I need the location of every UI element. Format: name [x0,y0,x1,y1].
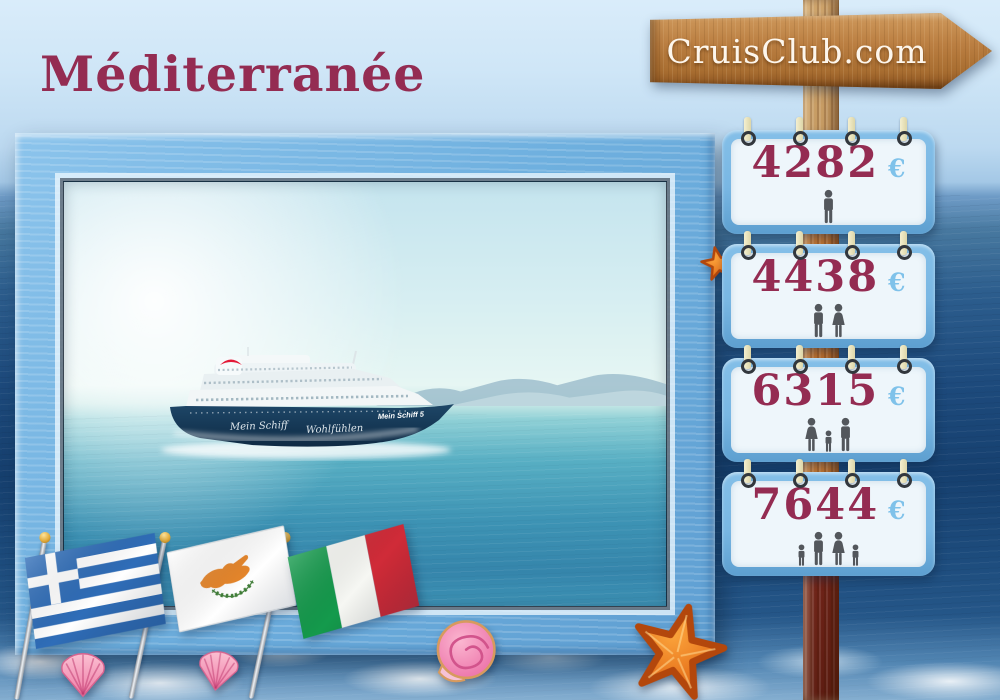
price-value: 6315 [751,366,880,416]
spiral-shell-icon [436,620,496,683]
brand-label: CruisClub.com [666,31,928,71]
ship-hull-script-left: Mein Schiff [229,420,290,433]
rope-hook [845,345,860,374]
rope-hook [845,117,860,146]
travelers-icons [820,186,837,224]
ship-bow-name: Mein Schiff 5 [378,410,425,421]
currency-label: € [888,496,906,525]
rope-hook [793,231,808,260]
rope-hook [741,231,756,260]
currency-label: € [888,268,906,297]
person-woman-icon [830,303,847,338]
starfish-icon [634,603,728,700]
price-tag-family-3[interactable]: 6315 € [722,345,935,462]
rope-hook [845,459,860,488]
page-title: Méditerranée [40,44,426,103]
mountains-icon [376,373,666,406]
travelers-icons [803,414,854,452]
price-tag-couple[interactable]: 4438 € [722,231,935,348]
rope-hook [897,117,912,146]
person-child-icon [823,430,834,452]
price-tag-single[interactable]: 4282 € [722,117,935,234]
person-woman-icon [803,417,820,452]
travelers-icons [810,300,847,338]
person-man-icon [810,303,827,338]
price-tag-list: 4282 € 4438 € 6315 € 7644 € [722,117,935,576]
rope-hook [897,231,912,260]
rope-hook [741,345,756,374]
currency-label: € [888,382,906,411]
signpost[interactable]: CruisClub.com [650,13,992,89]
travelers-icons [796,528,861,566]
person-woman-icon [830,531,847,566]
rope-hook [793,459,808,488]
rope-hook [741,459,756,488]
currency-label: € [888,154,906,183]
rope-hook [897,459,912,488]
rope-hook [793,345,808,374]
scallop-shell-icon [199,651,239,691]
sign-arrow-board[interactable]: CruisClub.com [650,13,992,89]
italy-flag-icon[interactable] [286,516,421,647]
person-man-icon [810,531,827,566]
person-man-icon [837,417,854,452]
person-man-icon [820,189,837,224]
price-value: 4282 [751,138,880,188]
rope-hook [845,231,860,260]
signpost-pole [803,0,839,700]
price-tag-family-4[interactable]: 7644 € [722,459,935,576]
person-child-icon [796,544,807,566]
rope-hook [897,345,912,374]
cyprus-flag-icon[interactable] [166,522,297,636]
person-child-icon [850,544,861,566]
rope-hook [793,117,808,146]
price-value: 7644 [751,480,880,530]
price-value: 4438 [751,252,880,302]
greece-flag-icon[interactable] [24,526,167,656]
framed-cruise-photo: Mein Schiff 5 Mein Schiff Wohlfühlen [63,181,667,607]
cruise-ship-icon: Mein Schiff 5 Mein Schiff Wohlfühlen [161,347,454,459]
rope-hook [741,117,756,146]
ship-hull-script-right: Wohlfühlen [306,423,364,436]
scallop-shell-icon [61,653,105,698]
